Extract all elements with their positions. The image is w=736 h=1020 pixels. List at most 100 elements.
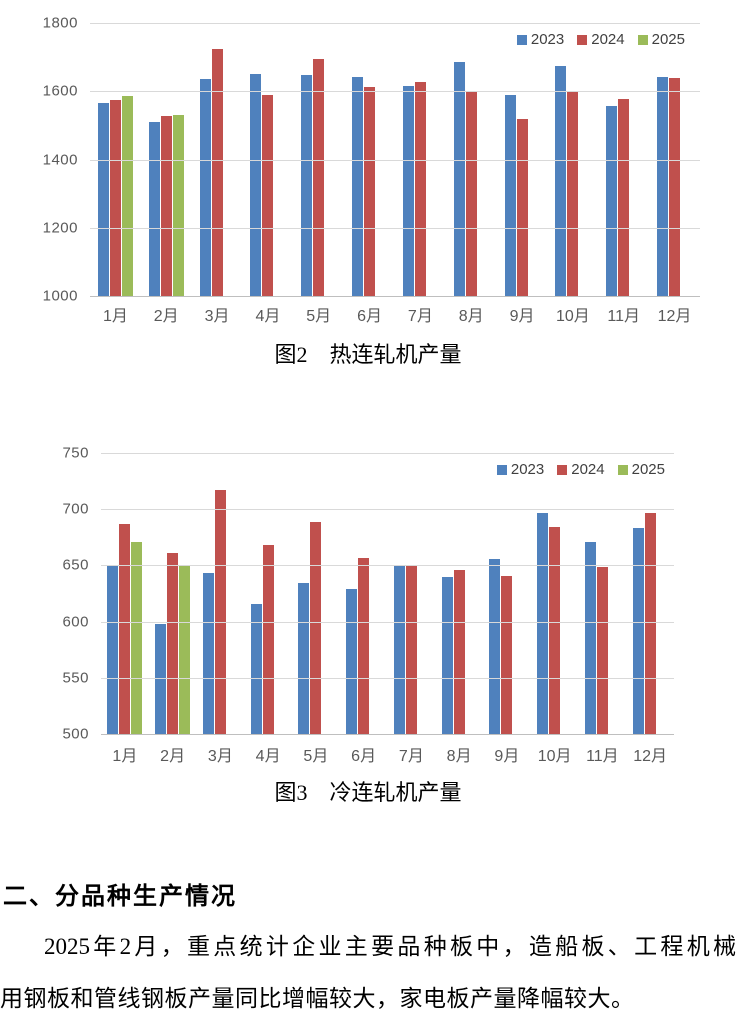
y-axis-tick-label: 700 (62, 500, 89, 518)
x-axis-label: 5月 (303, 748, 329, 765)
bar-2023-11月 (584, 541, 596, 734)
bar-slot (657, 23, 669, 296)
y-axis-tick-label: 500 (62, 725, 89, 743)
bar-2024-7月 (405, 565, 417, 734)
x-axis-label: 2月 (160, 748, 186, 765)
gridline (101, 734, 674, 735)
bar-slot (549, 453, 561, 734)
legend-swatch (557, 464, 568, 475)
y-axis-tick-label: 750 (62, 444, 89, 462)
bar-slot (121, 23, 133, 296)
bar-2023-12月 (632, 528, 644, 734)
bar-slot (148, 23, 160, 296)
bar-group-4月 (242, 23, 293, 296)
bar-slot (262, 23, 274, 296)
legend-item-2025: 2025 (617, 461, 665, 478)
bar-group-2月 (141, 23, 192, 296)
bar-group-9月 (497, 23, 548, 296)
y-axis-labels: 750 700 650 600 550 500 (0, 445, 89, 743)
bar-2025-2月 (179, 565, 191, 734)
legend-label: 2025 (631, 461, 665, 478)
bar-2023-5月 (298, 583, 310, 734)
bar-slot (352, 23, 364, 296)
bar-group-7月 (388, 453, 436, 734)
bar-2023-1月 (107, 565, 119, 734)
bar-slot (609, 453, 620, 734)
bar-slot (537, 453, 549, 734)
bar-slot (167, 453, 179, 734)
x-axis-label: 1月 (112, 748, 138, 765)
bar-slot (453, 23, 465, 296)
bar-group-6月 (344, 23, 395, 296)
bar-2024-2月 (160, 115, 172, 296)
bar-slot (211, 23, 223, 296)
bar-slot (322, 453, 333, 734)
bar-group-1月 (90, 23, 141, 296)
bar-2024-3月 (211, 48, 223, 296)
bar-slot (301, 23, 313, 296)
bar-2023-12月 (657, 76, 669, 296)
plot-area: 2023 2024 2025 (90, 23, 700, 297)
bar-group-12月 (626, 453, 674, 734)
bar-group-11月 (579, 453, 627, 734)
bar-slot (172, 23, 184, 296)
x-axis-label: 11月 (586, 748, 619, 765)
x-axis-label: 3月 (204, 308, 230, 325)
legend-swatch (617, 464, 628, 475)
bar-group-5月 (293, 23, 344, 296)
bar-slot (504, 23, 516, 296)
bar-2024-2月 (167, 553, 179, 734)
bar-slot (567, 23, 579, 296)
legend-item-2023: 2023 (516, 31, 564, 48)
bar-slot (131, 453, 143, 734)
x-axis-labels: 1月 2月 3月 4月 5月 6月 7月 8月 9月 10月 11月 12月 (101, 742, 674, 766)
bar-2024-5月 (310, 521, 322, 734)
y-axis-tick-label: 1400 (42, 151, 78, 168)
legend-label: 2024 (591, 31, 625, 48)
gridline (90, 23, 700, 24)
plot-area: 2023 2024 2025 (101, 453, 674, 735)
bar-2025-1月 (121, 96, 133, 296)
bar-slot (250, 453, 262, 734)
gridline (101, 453, 674, 454)
bar-2023-8月 (441, 576, 453, 734)
x-axis-label: 7月 (407, 308, 433, 325)
bar-slot (584, 453, 596, 734)
bar-2024-3月 (214, 490, 226, 734)
bar-2024-5月 (313, 58, 325, 296)
bar-slot (618, 23, 630, 296)
bar-2023-7月 (393, 565, 405, 734)
bar-slot (561, 453, 572, 734)
gridline (101, 677, 674, 679)
bar-slot (441, 453, 453, 734)
x-axis-label: 7月 (398, 748, 424, 765)
bar-2023-9月 (504, 95, 516, 296)
y-axis-tick-label: 1200 (42, 219, 78, 237)
bar-group-4月 (244, 453, 292, 734)
bar-group-3月 (197, 453, 245, 734)
bar-2024-6月 (364, 86, 376, 296)
bar-group-12月 (649, 23, 700, 296)
bar-group-8月 (446, 23, 497, 296)
x-axis-label: 12月 (633, 748, 668, 765)
bar-2024-4月 (262, 94, 274, 296)
bar-2023-10月 (537, 512, 549, 734)
bar-2024-12月 (669, 77, 681, 296)
bar-slot (364, 23, 376, 296)
bar-group-6月 (340, 453, 388, 734)
y-axis-labels: 1800 1600 1400 1200 1000 (0, 15, 78, 305)
x-axis-label: 10月 (537, 748, 572, 765)
bar-slot (346, 453, 358, 734)
bar-2024-7月 (414, 82, 426, 296)
section-heading: 二、分品种生产情况 (3, 884, 237, 910)
bar-slot (402, 23, 414, 296)
bar-slot (370, 453, 381, 734)
bar-slot (453, 453, 465, 734)
x-axis-label: 6月 (351, 748, 377, 765)
legend-label: 2024 (571, 461, 605, 478)
paragraph-line-2: 用钢板和管线钢板产量同比增幅较大，家电板产量降幅较大。 (0, 986, 635, 1011)
bar-slot (160, 23, 172, 296)
bar-slot (418, 453, 429, 734)
bar-2024-8月 (453, 569, 465, 734)
bar-slot (250, 23, 262, 296)
